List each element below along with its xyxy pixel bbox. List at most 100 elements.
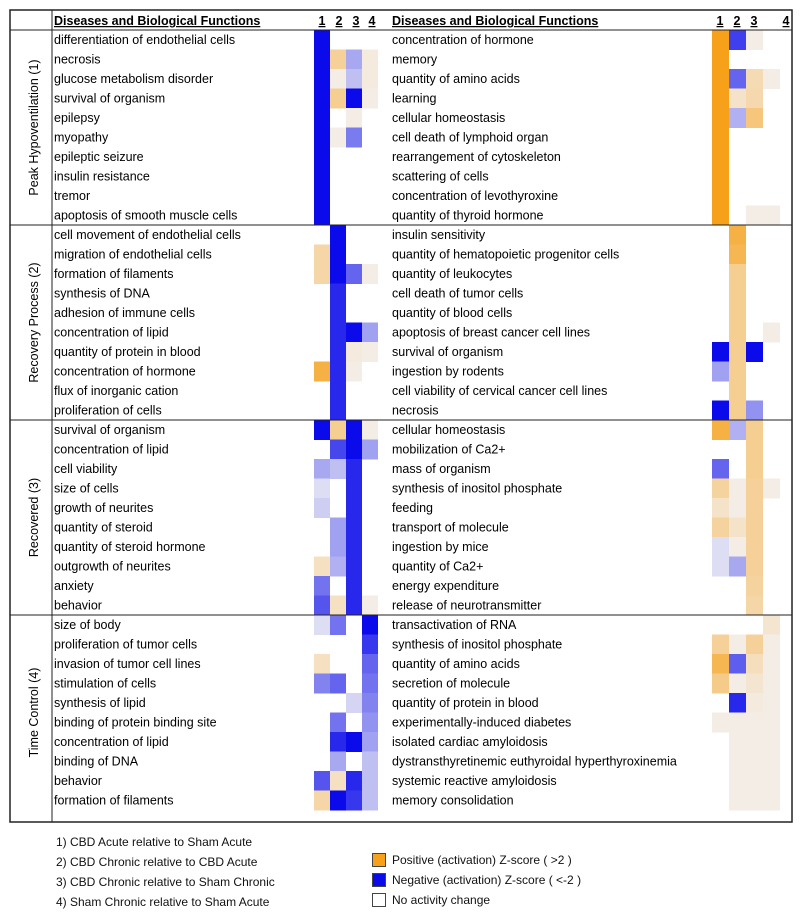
row-label: concentration of hormone: [54, 365, 196, 379]
heatmap-cell: [729, 361, 746, 382]
heatmap-cell: [330, 420, 346, 440]
column-number-left-3: 3: [353, 14, 360, 28]
row-label: invasion of tumor cell lines: [54, 657, 201, 671]
heatmap-cell: [314, 49, 330, 70]
row-label: cell movement of endothelial cells: [54, 228, 241, 242]
condition-4-label: 4) Sham Chronic relative to Sham Acute: [56, 895, 270, 909]
row-label: size of cells: [54, 482, 119, 496]
row-label: synthesis of DNA: [54, 287, 151, 301]
heatmap-cell: [330, 127, 346, 148]
heatmap-cell: [330, 303, 346, 323]
heatmap-cell: [314, 264, 330, 284]
row-label: flux of inorganic cation: [54, 384, 178, 398]
condition-1-label: 1) CBD Acute relative to Sham Acute: [56, 835, 253, 849]
heatmap-cell: [763, 615, 780, 635]
heatmap-cell: [346, 361, 362, 382]
positive-legend-label: Positive (activation) Z-score ( >2 ): [392, 853, 572, 867]
heatmap-cell: [729, 69, 746, 89]
heatmap-cell: [330, 381, 346, 401]
row-label: memory consolidation: [392, 794, 514, 808]
heatmap-cell: [763, 751, 780, 772]
row-label: scattering of cells: [392, 170, 489, 184]
row-label: cell death of lymphoid organ: [392, 131, 548, 145]
heatmap-cell: [314, 478, 330, 499]
heatmap-cell: [346, 732, 362, 752]
heatmap-cell: [346, 537, 362, 557]
heatmap-cell: [763, 712, 780, 733]
heatmap-cell: [330, 88, 346, 109]
heatmap-cell: [763, 69, 780, 89]
heatmap-cell: [362, 88, 378, 109]
row-label: ingestion by mice: [392, 540, 489, 554]
heatmap-cell: [314, 556, 330, 577]
row-label: insulin sensitivity: [392, 228, 486, 242]
heatmap-cell: [729, 478, 746, 499]
heatmap-cell: [330, 732, 346, 752]
row-label: apoptosis of smooth muscle cells: [54, 209, 237, 223]
row-label: survival of organism: [54, 423, 165, 437]
heatmap-cell: [314, 361, 330, 382]
heatmap-cell: [712, 342, 729, 362]
heatmap-cell: [314, 30, 330, 50]
heatmap-cell: [746, 576, 763, 596]
heatmap-cell: [330, 283, 346, 304]
condition-2-label: 2) CBD Chronic relative to CBD Acute: [56, 855, 258, 869]
heatmap-cell: [746, 30, 763, 50]
heatmap-cell: [729, 322, 746, 343]
row-label: quantity of hematopoietic progenitor cel…: [392, 248, 619, 262]
row-label: concentration of hormone: [392, 33, 534, 47]
heatmap-cell: [712, 654, 729, 674]
row-label: behavior: [54, 774, 102, 788]
heatmap-cell: [712, 400, 729, 421]
heatmap-cell: [729, 88, 746, 109]
heatmap-cell: [362, 771, 378, 791]
heatmap-cell: [330, 595, 346, 616]
heatmap-cell: [362, 615, 378, 635]
heatmap-cell: [330, 790, 346, 811]
positive-swatch: [372, 853, 386, 867]
heatmap-cell: [763, 790, 780, 811]
heatmap-cell: [314, 654, 330, 674]
heatmap-cell: [314, 166, 330, 187]
group-label: Time Control (4): [27, 668, 41, 758]
heatmap-cell: [712, 30, 729, 50]
heatmap-labels: Diseases and Biological Functions 1 2 3 4 Dis…: [27, 14, 790, 808]
heatmap-cell: [712, 712, 729, 733]
heatmap-cell: [314, 459, 330, 479]
heatmap-cell: [362, 420, 378, 440]
heatmap-cell: [746, 693, 763, 713]
heatmap-cell: [712, 556, 729, 577]
heatmap-cell: [746, 790, 763, 811]
row-label: concentration of levothyroxine: [392, 189, 558, 203]
heatmap-cell: [362, 790, 378, 811]
row-label: necrosis: [392, 404, 439, 418]
row-label: ingestion by rodents: [392, 365, 504, 379]
table-border: [9, 9, 793, 823]
heatmap-cell: [314, 205, 330, 226]
heatmap-cell: [746, 712, 763, 733]
heatmap-cell: [746, 556, 763, 577]
row-label: isolated cardiac amyloidosis: [392, 735, 548, 749]
heatmap-cell: [346, 576, 362, 596]
column-header-left: Diseases and Biological Functions: [54, 14, 260, 28]
heatmap-cell: [763, 634, 780, 655]
column-number-left-1: 1: [319, 14, 326, 28]
row-label: quantity of thyroid hormone: [392, 209, 544, 223]
heatmap-cell: [346, 459, 362, 479]
heatmap-cell: [330, 517, 346, 538]
row-label: dystransthyretinemic euthyroidal hyperth…: [392, 755, 677, 769]
group-label: Recovered (3): [27, 478, 41, 557]
row-label: formation of filaments: [54, 794, 174, 808]
heatmap-cell: [712, 420, 729, 440]
heatmap-cell: [746, 595, 763, 616]
heatmap-cell: [729, 283, 746, 304]
heatmap-cell: [729, 732, 746, 752]
heatmap-cell: [746, 342, 763, 362]
row-label: synthesis of lipid: [54, 696, 146, 710]
row-label: transactivation of RNA: [392, 618, 517, 632]
row-label: quantity of steroid hormone: [54, 540, 206, 554]
row-label: experimentally-induced diabetes: [392, 716, 571, 730]
heatmap-cell: [729, 225, 746, 245]
row-label: concentration of lipid: [54, 735, 169, 749]
